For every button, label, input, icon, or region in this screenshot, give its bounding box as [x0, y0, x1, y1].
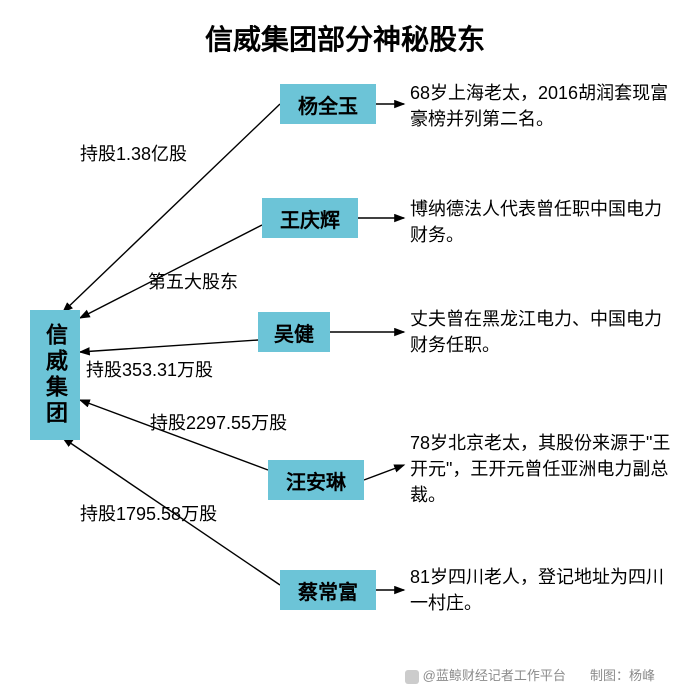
person-yangquanyu: 杨全玉 — [280, 84, 376, 124]
person-caichangfu-edge-label: 持股1795.58万股 — [80, 500, 217, 526]
nodes-layer: 信威集团 杨全玉 68岁上海老太，2016胡润套现富豪榜并列第二名。持股1.38亿股… — [0, 0, 690, 690]
person-wujian: 吴健 — [258, 312, 330, 352]
person-wanganlin-desc: 78岁北京老太，其股份来源于"王开元"，王开元曾任亚洲电力副总裁。 — [410, 430, 680, 508]
person-caichangfu: 蔡常富 — [280, 570, 376, 610]
footer-left: @蓝鲸财经记者工作平台 — [405, 665, 566, 684]
person-wangqinghui: 王庆辉 — [262, 198, 358, 238]
person-wujian-edge-label: 持股353.31万股 — [86, 356, 213, 382]
person-wanganlin-edge-label: 持股2297.55万股 — [150, 409, 287, 435]
person-wanganlin: 汪安琳 — [268, 460, 364, 500]
weibo-logo-icon — [405, 670, 419, 684]
person-wujian-desc: 丈夫曾在黑龙江电力、中国电力财务任职。 — [410, 306, 670, 358]
footer-right-text: 制图：杨峰 — [590, 668, 655, 683]
person-yangquanyu-edge-label: 持股1.38亿股 — [80, 140, 187, 166]
person-caichangfu-desc: 81岁四川老人，登记地址为四川一村庄。 — [410, 564, 670, 616]
person-wangqinghui-desc: 博纳德法人代表曾任职中国电力财务。 — [410, 196, 670, 248]
footer-right: 制图：杨峰 — [590, 665, 655, 684]
main-node: 信威集团 — [30, 310, 80, 440]
person-wangqinghui-edge-label: 第五大股东 — [148, 268, 238, 294]
person-yangquanyu-desc: 68岁上海老太，2016胡润套现富豪榜并列第二名。 — [410, 80, 680, 132]
footer-left-text: @蓝鲸财经记者工作平台 — [423, 668, 566, 683]
